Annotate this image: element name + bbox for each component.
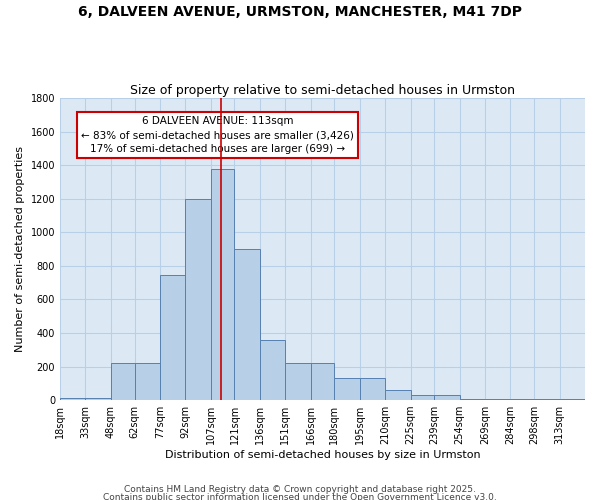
Bar (410, 395, 434, 400)
Bar (134, 363, 160, 400)
Bar (385, 390, 410, 400)
Title: Size of property relative to semi-detached houses in Urmston: Size of property relative to semi-detach… (130, 84, 515, 97)
Bar (185, 199, 211, 400)
Bar (311, 363, 334, 400)
Bar (260, 340, 285, 400)
Text: Contains HM Land Registry data © Crown copyright and database right 2025.: Contains HM Land Registry data © Crown c… (124, 486, 476, 494)
X-axis label: Distribution of semi-detached houses by size in Urmston: Distribution of semi-detached houses by … (165, 450, 481, 460)
Text: 6, DALVEEN AVENUE, URMSTON, MANCHESTER, M41 7DP: 6, DALVEEN AVENUE, URMSTON, MANCHESTER, … (78, 5, 522, 19)
Bar (235, 249, 260, 400)
Bar (460, 399, 485, 400)
Text: Contains public sector information licensed under the Open Government Licence v3: Contains public sector information licen… (103, 493, 497, 500)
Bar (485, 399, 511, 400)
Bar (334, 378, 360, 400)
Y-axis label: Number of semi-detached properties: Number of semi-detached properties (15, 146, 25, 352)
Text: 6 DALVEEN AVENUE: 113sqm
← 83% of semi-detached houses are smaller (3,426)
17% o: 6 DALVEEN AVENUE: 113sqm ← 83% of semi-d… (81, 116, 354, 154)
Bar (434, 395, 460, 400)
Bar (534, 399, 560, 400)
Bar (511, 399, 534, 400)
Bar (560, 399, 585, 400)
Bar (285, 363, 311, 400)
Bar (211, 168, 235, 400)
Bar (111, 363, 134, 400)
Bar (160, 275, 185, 400)
Bar (360, 378, 385, 400)
Bar (85, 398, 111, 400)
Bar (60, 398, 85, 400)
